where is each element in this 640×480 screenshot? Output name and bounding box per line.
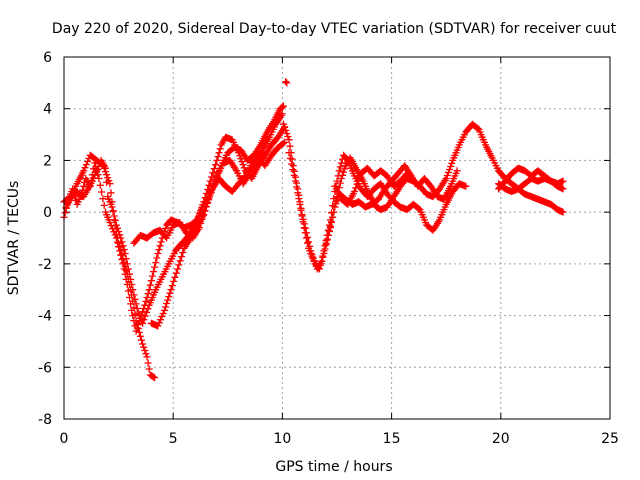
y-tick-label: -8 xyxy=(38,412,52,428)
x-tick-label: 20 xyxy=(492,431,510,447)
data-marks xyxy=(60,78,567,382)
y-tick-label: 0 xyxy=(43,205,52,221)
series-track-11 xyxy=(331,164,417,208)
y-tick-label: -6 xyxy=(38,360,52,376)
series-track-12 xyxy=(282,78,291,87)
plus-markers xyxy=(62,102,287,327)
series-track-6 xyxy=(280,120,567,273)
y-tick-label: -2 xyxy=(38,257,52,273)
series-track-2 xyxy=(62,102,287,327)
plot-frame xyxy=(63,56,611,420)
plus-markers xyxy=(280,120,567,273)
plus-markers xyxy=(60,151,159,382)
y-tick-label: 6 xyxy=(43,50,52,66)
series-track-10 xyxy=(495,175,567,195)
series-track-5 xyxy=(147,110,286,330)
chart-title: Day 220 of 2020, Sidereal Day-to-day VTE… xyxy=(52,21,617,37)
y-tick-label: 2 xyxy=(43,153,52,169)
x-axis-label: GPS time / hours xyxy=(275,459,392,475)
y-axis-label: SDTVAR / TECUs xyxy=(6,181,22,296)
plus-markers xyxy=(147,110,286,330)
plus-markers xyxy=(282,78,291,87)
y-tick-label: 4 xyxy=(43,102,52,118)
plus-markers xyxy=(331,164,417,208)
series-track-1 xyxy=(60,151,159,382)
plus-markers xyxy=(495,175,567,195)
x-tick-label: 10 xyxy=(273,431,291,447)
x-tick-label: 5 xyxy=(169,431,178,447)
x-tick-label: 0 xyxy=(60,431,69,447)
x-tick-label: 25 xyxy=(601,431,619,447)
x-tick-label: 15 xyxy=(383,431,401,447)
y-tick-label: -4 xyxy=(38,309,52,325)
axis-ticks: 0 5 10 15 20 25 -8 -6 -4 -2 0 2 4 6 xyxy=(38,50,619,447)
